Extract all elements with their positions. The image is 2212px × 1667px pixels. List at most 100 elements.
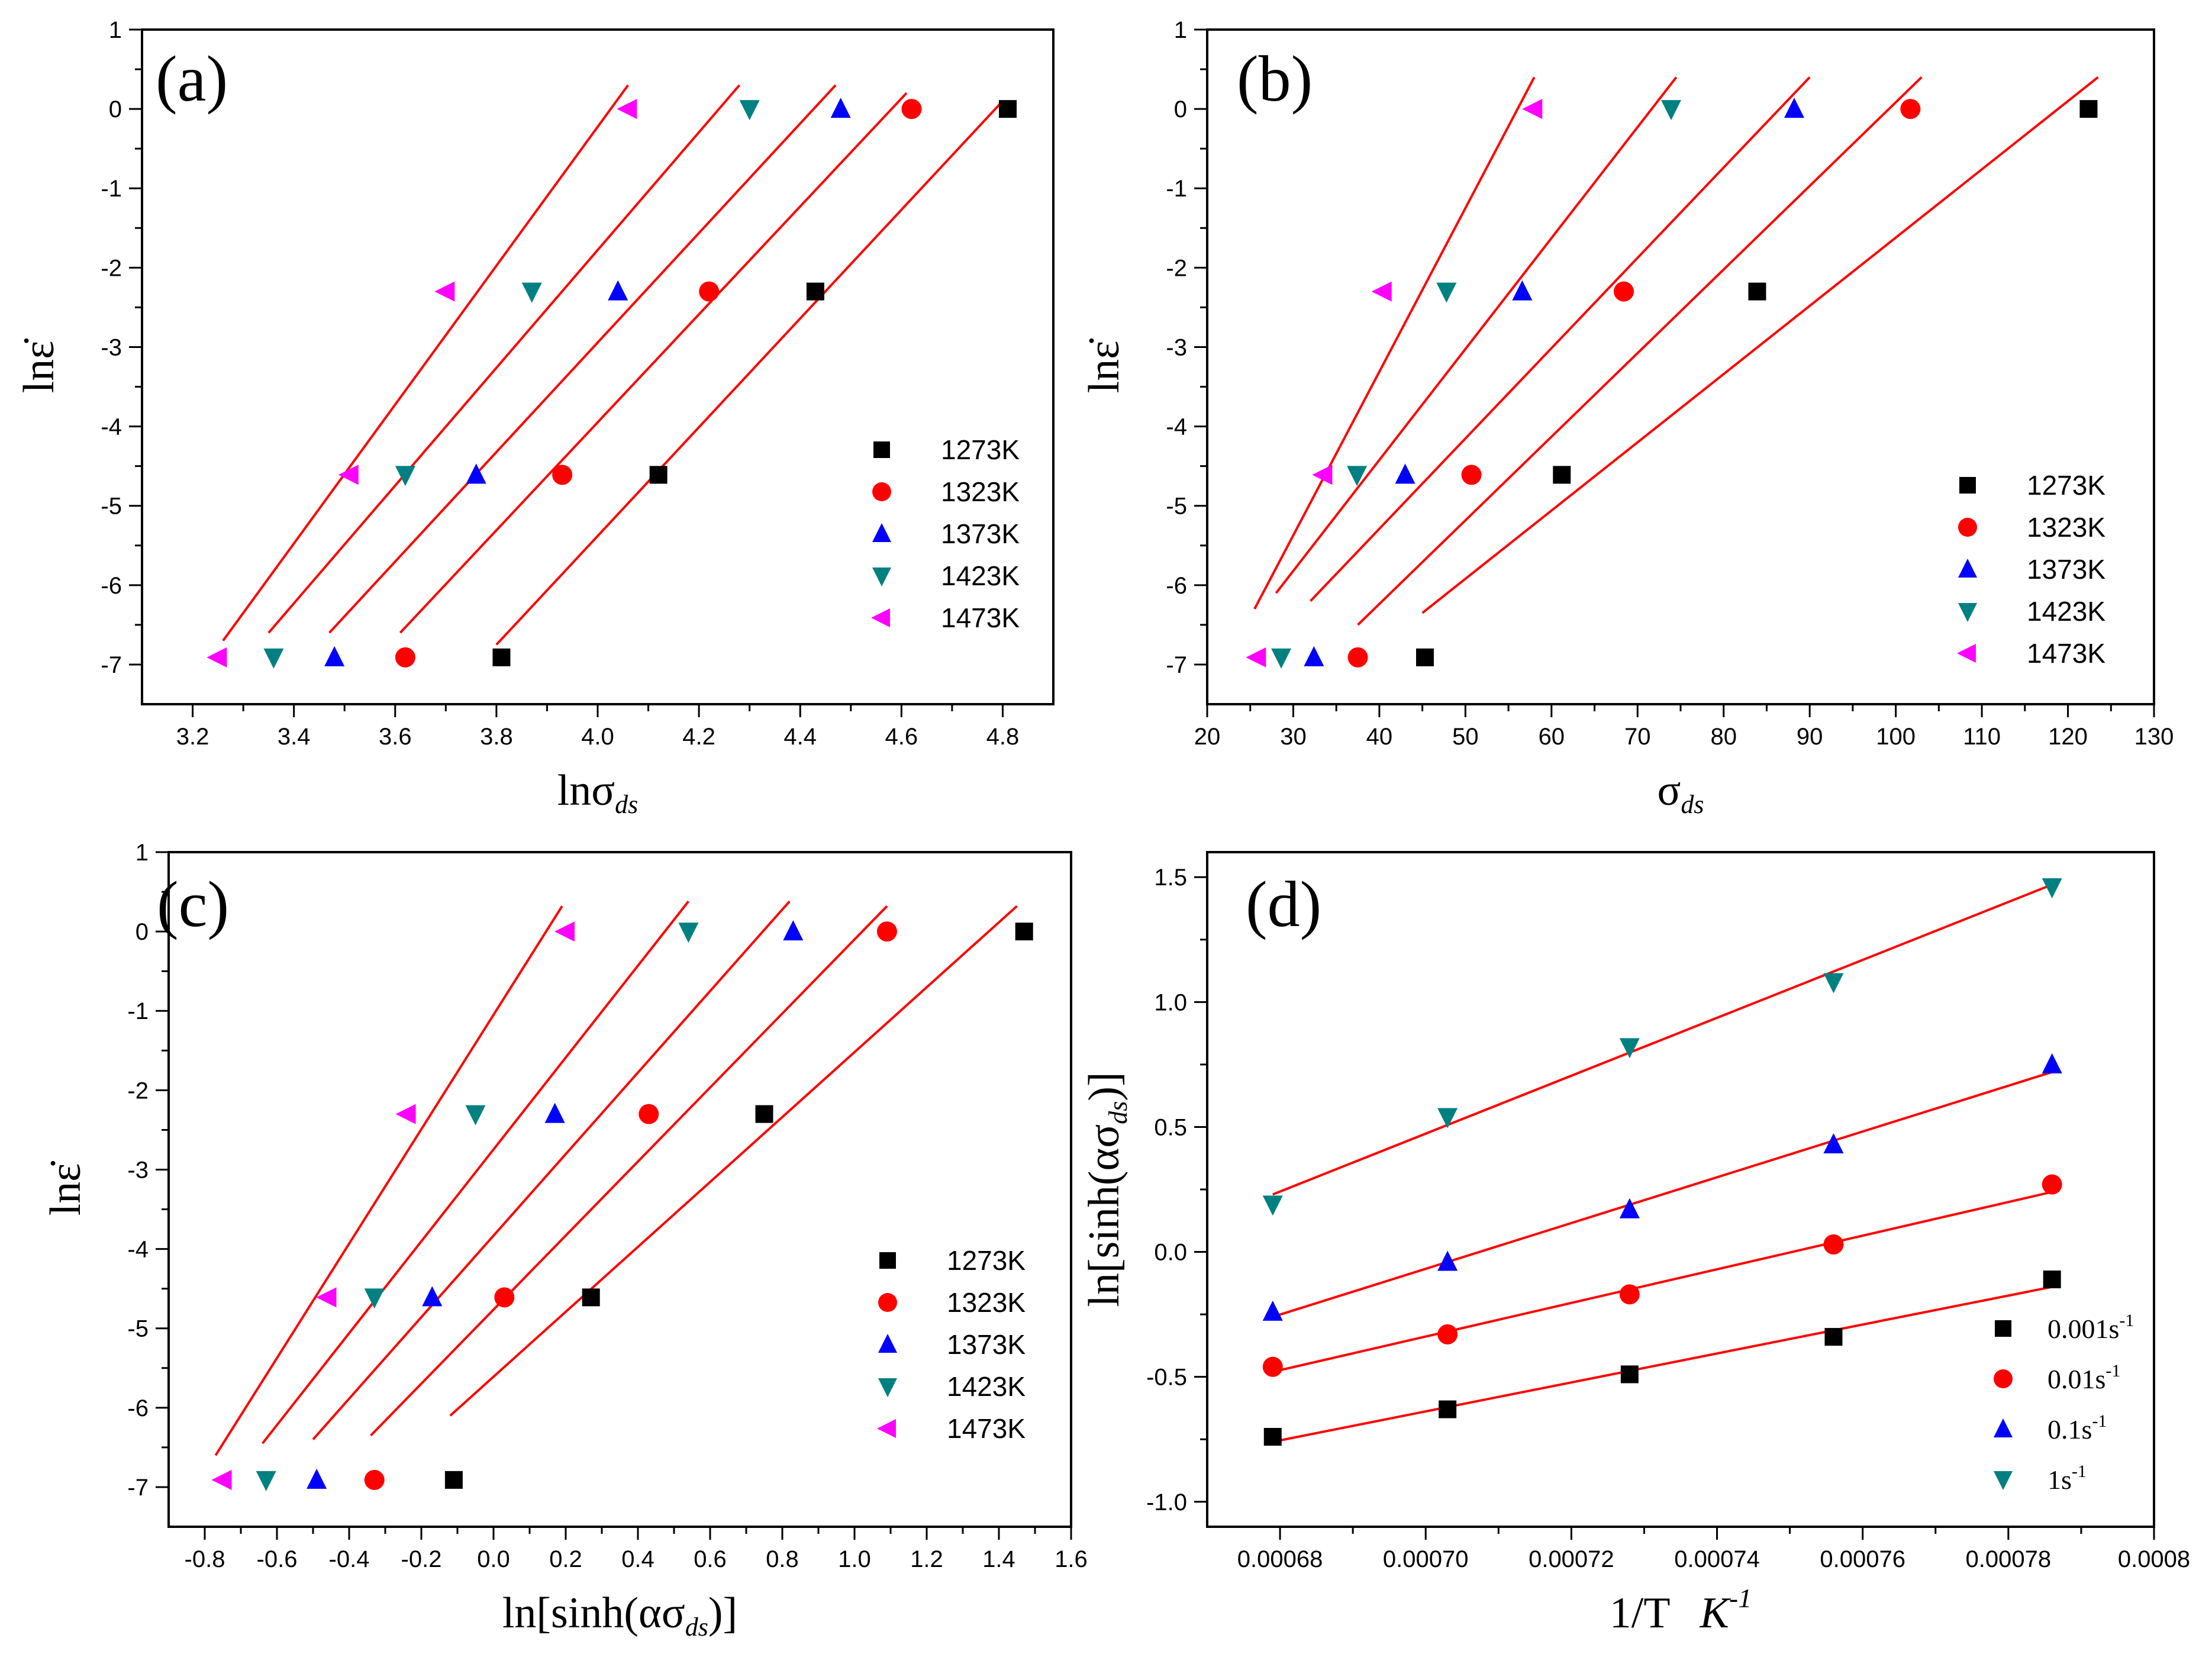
y-tick-label: 0 (109, 96, 122, 122)
fit-line-1323k (370, 905, 888, 1437)
y-tick-label: -7 (101, 652, 122, 678)
data-point-1423k (678, 923, 699, 943)
data-point-1s (2042, 878, 2062, 899)
x-tick-label: 80 (1710, 724, 1737, 750)
y-tick-label: -4 (1166, 414, 1187, 440)
x-tick-label: 0.00072 (1529, 1546, 1614, 1572)
y-tick-label: -2 (127, 1078, 149, 1104)
data-point-1423k (1271, 648, 1292, 669)
x-tick-label: -0.8 (185, 1546, 225, 1572)
fit-line-1323k (1357, 76, 1923, 626)
x-tick-label: 0.00068 (1237, 1546, 1323, 1572)
legend-label-1s: 1s-1 (2047, 1462, 2087, 1495)
legend-marker-1273k (879, 1252, 896, 1269)
y-tick-label: -2 (101, 255, 122, 281)
y-tick-label: -1 (127, 998, 149, 1024)
y-tick-label: -0.5 (1146, 1365, 1187, 1391)
panel-label: (c) (157, 868, 229, 940)
legend-marker-1373k (1958, 559, 1977, 578)
legend-marker-1273k (1959, 477, 1976, 494)
x-axis-label-unit: K (1700, 1589, 1731, 1637)
x-tick-label: 60 (1539, 724, 1565, 750)
fit-line-1373k (1310, 76, 1811, 602)
data-point-1s (1823, 973, 1844, 994)
y-tick-label: -1.0 (1146, 1489, 1187, 1516)
data-point-1473k (434, 281, 455, 302)
data-point-1473k (554, 921, 575, 942)
legend-label-superscript: -1 (2072, 1462, 2087, 1481)
y-tick-label: -6 (127, 1395, 149, 1421)
legend-label-superscript: -1 (2105, 1361, 2120, 1381)
data-point-1423k (395, 466, 415, 486)
x-tick-label: 120 (2048, 724, 2088, 750)
data-point-01s (1437, 1250, 1458, 1271)
legend-label-1273k: 1273K (2027, 470, 2105, 501)
x-tick-label: 0.00078 (1966, 1546, 2052, 1572)
legend-label-1323k: 1323K (941, 476, 1020, 507)
data-point-001s (1619, 1284, 1640, 1305)
data-point-1323k (395, 647, 415, 668)
legend-label-name: 1473K (2027, 638, 2105, 669)
y-axis-label-end: )] (1080, 1072, 1128, 1101)
legend-marker-1323k (872, 482, 891, 501)
x-tick-label: 90 (1797, 724, 1823, 750)
legend-label-1473k: 1473K (2027, 638, 2105, 669)
x-tick-label: 4.6 (885, 724, 918, 750)
legend-label-1423k: 1423K (2027, 596, 2105, 627)
x-axis-label-main: lnσ (557, 766, 615, 815)
y-tick-label: -2 (1166, 255, 1187, 281)
fit-line-01s (1272, 1071, 2053, 1318)
legend-label-name: 1373K (947, 1329, 1026, 1360)
legend-label-name: 1273K (947, 1245, 1026, 1276)
legend-label-name: 1323K (947, 1287, 1026, 1318)
legend-marker-01s (1994, 1418, 2013, 1437)
data-point-1373k (544, 1102, 565, 1123)
data-point-1473k (1371, 281, 1392, 302)
data-point-1423k (1347, 466, 1368, 486)
data-point-1273k (1015, 923, 1033, 941)
legend-marker-1273k (873, 441, 890, 458)
panel-a: 3.2 3.4 3.6 3.8 4.0 4.2 4.4 4.6 4.8 1 0 -1 -2 -3 -4 -5 -… (15, 17, 1055, 819)
legend-label-name: 1273K (941, 434, 1020, 465)
data-point-1373k (1304, 646, 1324, 666)
data-point-1423k (256, 1471, 276, 1491)
legend-label-001s: 0.01s-1 (2047, 1361, 2120, 1394)
x-axis-label: σds (1657, 766, 1704, 819)
legend-marker-0001s (1995, 1320, 2011, 1337)
panel-label: (d) (1246, 868, 1321, 940)
x-axis-label-end: )] (708, 1589, 737, 1637)
legend-label-1473k: 1473K (947, 1413, 1026, 1444)
x-tick-label: -0.4 (329, 1546, 370, 1572)
legend-marker-1s (1994, 1471, 2013, 1490)
legend-label-name: 1373K (941, 518, 1020, 549)
data-point-01s (1619, 1198, 1640, 1218)
legend-marker-1323k (878, 1293, 897, 1312)
fit-line-1423k (262, 900, 689, 1444)
legend-marker-1423k (878, 1378, 897, 1397)
data-point-1373k (608, 280, 628, 301)
fit-line-1423k (1275, 76, 1678, 594)
x-tick-label: 0.0008 (2118, 1546, 2190, 1572)
data-point-1423k (1661, 100, 1681, 121)
legend-label-name: 1373K (2027, 554, 2105, 585)
x-tick-label: 4.0 (581, 724, 614, 750)
y-tick-label: -6 (1166, 573, 1187, 599)
legend-label-1423k: 1423K (947, 1371, 1026, 1402)
data-point-1273k (1748, 282, 1766, 301)
data-point-1373k (422, 1286, 443, 1307)
data-point-1s (1619, 1038, 1640, 1059)
legend-label-1373k: 1373K (2027, 554, 2105, 585)
y-tick-label: 0 (136, 919, 149, 945)
panel-label: (a) (156, 43, 228, 115)
y-tick-label: 1 (109, 17, 122, 43)
x-tick-label: 4.8 (986, 724, 1020, 750)
x-axis-label: 1/T K-1 (1610, 1583, 1752, 1637)
y-tick-label: 0.5 (1154, 1114, 1187, 1140)
x-axis-label-subscript: ds (615, 790, 638, 819)
x-tick-label: 3.2 (176, 724, 209, 750)
data-point-01s (1262, 1300, 1283, 1321)
data-point-1323k (876, 921, 897, 942)
y-axis-label-main: lnε̇ (41, 1161, 90, 1216)
fit-line-1s (1272, 884, 2053, 1196)
x-tick-label: 1.0 (838, 1546, 871, 1572)
